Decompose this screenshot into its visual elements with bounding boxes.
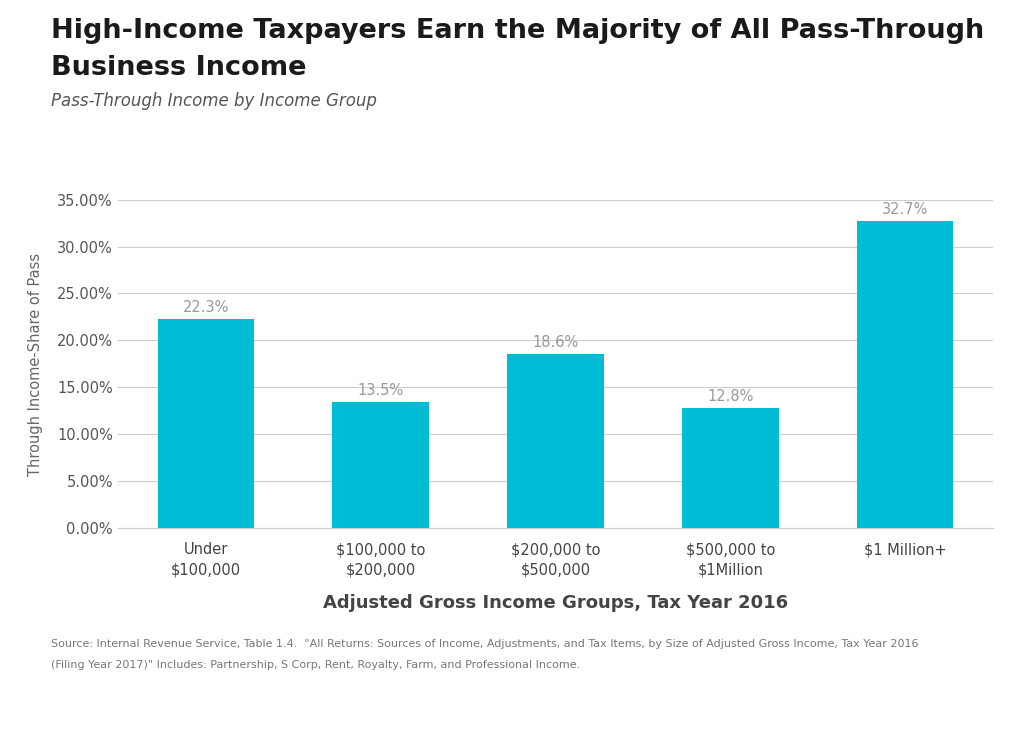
Bar xyxy=(857,221,953,528)
Text: @TaxFoundation: @TaxFoundation xyxy=(862,707,998,725)
Text: Pass-Through Income by Income Group: Pass-Through Income by Income Group xyxy=(51,92,377,110)
Text: 18.6%: 18.6% xyxy=(532,335,579,350)
Text: 12.8%: 12.8% xyxy=(708,389,754,404)
Y-axis label: Through Income-Share of Pass: Through Income-Share of Pass xyxy=(28,253,43,475)
Text: 22.3%: 22.3% xyxy=(182,300,228,315)
Text: Business Income: Business Income xyxy=(51,55,307,81)
Bar xyxy=(682,408,778,528)
Text: High-Income Taxpayers Earn the Majority of All Pass-Through: High-Income Taxpayers Earn the Majority … xyxy=(51,18,984,44)
Bar xyxy=(333,401,429,528)
Bar xyxy=(158,319,254,528)
Text: Source: Internal Revenue Service, Table 1.4.  "All Returns: Sources of Income, A: Source: Internal Revenue Service, Table … xyxy=(51,639,919,650)
Text: TAX FOUNDATION: TAX FOUNDATION xyxy=(26,707,205,725)
Text: 13.5%: 13.5% xyxy=(357,383,403,398)
Text: 32.7%: 32.7% xyxy=(883,202,929,217)
Bar xyxy=(508,354,603,528)
Text: (Filing Year 2017)" Includes: Partnership, S Corp, Rent, Royalty, Farm, and Prof: (Filing Year 2017)" Includes: Partnershi… xyxy=(51,660,581,670)
X-axis label: Adjusted Gross Income Groups, Tax Year 2016: Adjusted Gross Income Groups, Tax Year 2… xyxy=(323,593,788,612)
